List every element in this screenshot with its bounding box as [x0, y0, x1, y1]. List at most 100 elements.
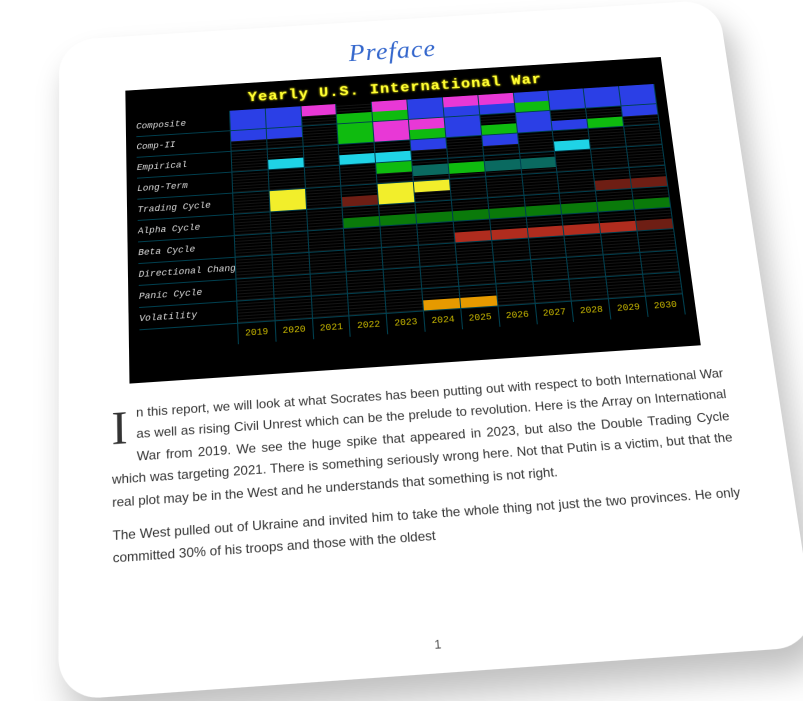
chart-cell [567, 255, 606, 279]
chart-cell [556, 150, 594, 173]
chart-cell [480, 113, 518, 136]
chart-cell [586, 106, 624, 129]
chart-year-label: 2020 [275, 319, 313, 342]
chart-cell [496, 282, 535, 306]
chart-cell [268, 147, 305, 170]
chart-cell [446, 136, 484, 159]
chart-cell [339, 143, 376, 166]
chart-cell [533, 280, 572, 304]
chart-cell [237, 299, 275, 324]
chart-cell [269, 189, 306, 212]
chart-cell [232, 149, 269, 172]
chart-cell [520, 152, 558, 175]
chart-cell [599, 210, 638, 234]
chart-cell [306, 187, 343, 210]
chart-cell [422, 287, 461, 312]
chart-cell [382, 246, 420, 270]
body-text: I n this report, we will look at what So… [92, 361, 765, 571]
chart-bar [230, 109, 265, 131]
chart-cell [312, 294, 350, 319]
chart-cell [443, 95, 480, 118]
chart-year-label: 2019 [238, 321, 276, 344]
chart-cell [374, 120, 411, 143]
chart-cell [565, 234, 604, 258]
chart-cell [274, 297, 312, 322]
chart-cell [309, 251, 347, 275]
chart-bar [520, 157, 556, 169]
chart-cell [488, 196, 526, 220]
chart-year-label: 2021 [313, 316, 351, 339]
chart-cell [375, 140, 412, 163]
chart-cell [421, 265, 460, 289]
chart-cell [340, 163, 377, 186]
document-page: Preface Yearly U.S. International War Co… [58, 0, 803, 701]
chart-year-label: 2024 [424, 309, 463, 332]
chart-cell [601, 231, 640, 255]
chart-bar [376, 161, 412, 173]
chart-cell [379, 203, 417, 227]
chart-cell [484, 154, 522, 177]
chart-cell [372, 100, 409, 123]
chart-bar [549, 88, 586, 109]
chart-cell [570, 277, 609, 301]
chart-cell [231, 129, 268, 152]
chart-cell [234, 212, 271, 236]
chart-cell [591, 147, 629, 170]
chart-cell [384, 267, 423, 291]
chart-cell [342, 184, 380, 207]
chart-cell [494, 260, 533, 284]
chart-bar [269, 189, 305, 211]
chart-cell [450, 177, 488, 200]
chart-cell [344, 227, 382, 251]
chart-bar [449, 161, 485, 173]
chart-cell [448, 156, 486, 179]
war-array-chart: Yearly U.S. International War CompositeC… [125, 57, 700, 384]
chart-cell [376, 161, 414, 184]
chart-bar [411, 138, 447, 150]
chart-cell [411, 138, 449, 161]
chart-cell [304, 166, 341, 189]
chart-cell [492, 239, 531, 263]
chart-cell [596, 189, 635, 212]
chart-year-label: 2028 [572, 299, 611, 322]
chart-bar [407, 97, 443, 119]
chart-cell [549, 88, 587, 110]
chart-cell [232, 170, 269, 193]
chart-cell [343, 205, 381, 229]
chart-cell [638, 229, 677, 253]
chart-year-label: 2022 [350, 314, 389, 337]
chart-bar [445, 115, 481, 137]
chart-cell [409, 118, 446, 141]
chart-grid: CompositeComp-IIEmpiricalLong-TermTradin… [136, 84, 683, 330]
chart-cell [308, 229, 346, 253]
chart-bar [414, 180, 450, 192]
chart-cell [272, 253, 310, 277]
chart-year-label: 2029 [609, 297, 648, 320]
chart-cell [551, 109, 589, 132]
chart-cell [589, 127, 627, 150]
chart-cell [607, 275, 647, 299]
chart-cell [236, 255, 274, 279]
chart-cell [632, 187, 671, 210]
chart-cell [490, 217, 529, 241]
chart-cell [459, 284, 498, 309]
chart-cell [627, 145, 665, 168]
chart-cell [416, 201, 454, 225]
chart-cell [237, 277, 275, 301]
chart-bar [378, 182, 415, 204]
chart-cell [445, 115, 482, 138]
chart-cell [419, 243, 457, 267]
chart-cell [478, 93, 515, 115]
chart-cell [529, 236, 568, 260]
chart-cell [303, 145, 340, 168]
chart-year-label: 2030 [646, 294, 686, 317]
chart-cell [266, 106, 303, 129]
drop-cap: I [111, 402, 136, 450]
chart-bar [516, 111, 553, 133]
chart-cell [454, 220, 492, 244]
chart-cell [457, 263, 496, 287]
chart-cell [417, 222, 455, 246]
chart-cell [386, 289, 425, 314]
chart-cell [594, 168, 633, 191]
chart-bar [301, 104, 336, 116]
